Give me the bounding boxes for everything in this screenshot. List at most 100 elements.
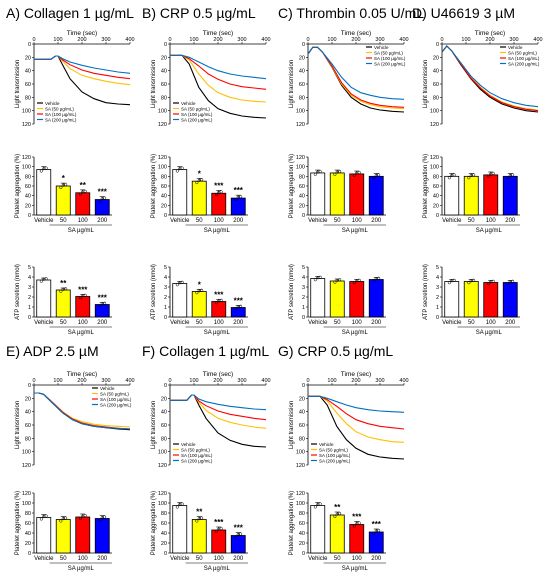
y-tick-label: 60 [161,423,167,429]
significance-stars-3: *** [98,294,108,303]
y-tick-label: 2 [436,295,439,301]
legend-label-0: Vehicle [181,101,196,106]
legend-label-3: SA (200 µg/mL) [181,458,213,463]
category-label-0: Vehicle [170,218,190,224]
data-dot [372,176,376,180]
category-label-1: 50 [334,218,341,224]
legend-label-0: Vehicle [45,101,60,106]
data-dot [44,277,48,281]
category-label-2: 100 [352,320,363,326]
data-dot [486,174,490,178]
panel-g-heading: G) CRP 0.5 µg/mL [278,343,393,359]
trace-chart-b: Time (sec) 0 100 200 300 400 0 20 40 60 80 100 120 Li… [151,30,271,128]
category-label-2: 100 [486,320,497,326]
y-tick-label: 80 [25,436,31,442]
data-dot [338,169,342,174]
series-line-3 [441,45,539,108]
category-label-3: 200 [97,320,108,326]
legend-label-3: SA (200 µg/mL) [374,61,406,66]
x-tick-label: 400 [125,378,134,384]
legend-label-3: SA (200 µg/mL) [181,117,213,122]
panel-b-heading: B) CRP 0.5 µg/mL [142,5,256,21]
significance-stars-2: *** [214,518,224,527]
y-tick-label: 80 [25,174,31,180]
data-dot [318,502,322,506]
data-dot [103,515,107,519]
panel-e-heading: E) ADP 2.5 µM [6,343,99,359]
data-dot [313,172,317,176]
x-tick-label: 400 [533,37,542,43]
y-tick-label: 20 [299,203,305,209]
data-dot [234,197,238,202]
x-tick-label: 400 [125,37,134,43]
y-tick-label: 4 [302,275,305,281]
category-label-3: 200 [371,320,382,326]
data-dot [452,173,456,177]
data-dot [486,282,490,286]
data-dot [180,166,184,170]
bar-3 [368,279,384,318]
significance-stars-3: *** [234,524,244,533]
y-tick-label: 40 [161,410,167,416]
y-axis-label: Platelet aggregation (%) [151,491,157,555]
data-dot [39,279,43,283]
y-tick-label: 100 [158,109,167,115]
x-tick-label: 0 [168,37,171,43]
y-axis-label: Light transmission [15,401,21,449]
data-dot [333,172,337,176]
bar-3 [230,535,246,554]
atp-chart-b: 0 1 2 3 4 5 ATP secretion (nmol) Vehicle * 50 *** 1… [151,264,248,336]
data-dot [234,535,238,539]
category-label-2: 100 [214,218,225,224]
y-tick-label: 20 [299,541,305,547]
significance-stars-2: *** [352,513,362,522]
data-dot [467,281,471,285]
significance-stars-1: * [198,281,202,290]
x-tick-label: 300 [237,37,246,43]
data-dot [175,505,179,509]
y-axis-label: Platelet aggregation (%) [289,154,295,218]
x-axis-label: SA µg/mL [342,566,369,572]
x-tick-label: 400 [399,378,408,384]
y-tick-label: 120 [430,122,439,128]
atp-chart-c: 0 1 2 3 4 5 ATP secretion (nmol) Vehicle 50 100 20… [289,264,386,336]
bar-0 [172,283,188,318]
x-tick-label: 300 [375,37,384,43]
y-tick-label: 5 [164,265,167,271]
data-dot [200,516,204,520]
y-tick-label: 100 [296,450,305,456]
data-dot [103,301,107,305]
y-tick-label: 60 [433,82,439,88]
x-axis-label: Time (sec) [341,371,371,378]
y-axis-label: Light transmission [15,60,21,108]
x-axis-label: Time (sec) [203,30,233,37]
bar-2 [349,173,365,216]
y-tick-label: 100 [158,450,167,456]
y-tick-label: 120 [158,122,167,128]
bar-0 [36,169,52,216]
bar-3 [368,175,384,216]
bar-1 [463,281,479,318]
data-dot [64,287,68,291]
category-label-2: 100 [78,320,89,326]
category-label-0: Vehicle [442,320,462,326]
data-dot [467,176,471,180]
legend-label-3: SA (200 µg/mL) [319,458,351,463]
y-tick-label: 3 [302,285,305,291]
y-axis-label: Platelet aggregation (%) [289,491,295,555]
data-dot [372,279,376,283]
data-dot [44,514,48,518]
series-line-3 [34,55,131,74]
y-tick-label: 0 [436,213,439,219]
y-tick-label: 120 [296,463,305,469]
data-dot [234,307,238,311]
bar-3 [502,282,518,318]
legend-label-1: SA (50 µg/mL) [181,447,210,452]
y-axis-label: Platelet aggregation (%) [423,154,429,218]
data-dot [372,531,376,536]
